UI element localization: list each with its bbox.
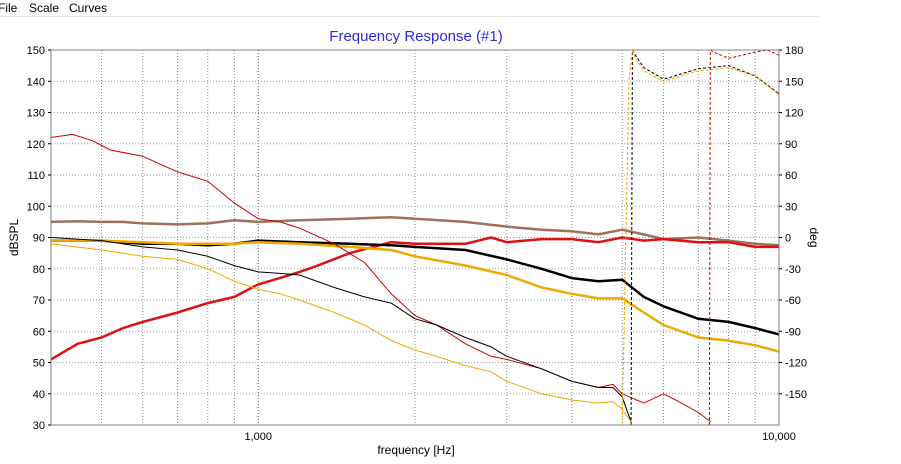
y-axis-label: dBSPL: [7, 218, 21, 256]
y-tick-label: 110: [27, 170, 45, 182]
y2-tick-label: -120: [785, 358, 807, 370]
chart-title: Frequency Response (#1): [329, 28, 502, 45]
y-tick-label: 30: [33, 420, 45, 432]
y2-tick-label: 0: [785, 233, 791, 245]
series-line-3: [51, 239, 780, 353]
series-line-6: [50, 243, 632, 423]
y2-tick-label: -30: [785, 264, 801, 276]
y-tick-label: 120: [27, 139, 45, 151]
y2-axis-label: deg: [807, 227, 821, 247]
y2-tick-label: 90: [785, 139, 797, 151]
x-axis-label: frequency [Hz]: [377, 443, 454, 457]
x-tick-label: 10,000: [762, 431, 796, 443]
y-tick-label: 130: [27, 108, 45, 120]
y-tick-label: 140: [27, 76, 45, 88]
y2-tick-label: 180: [785, 45, 803, 57]
y2-tick-label: 30: [785, 201, 797, 213]
tick-labels: 30 40 50 60 70 80 90 100 110 120 130 140 150 -150 -120…: [27, 45, 807, 443]
x-tick-label: 1,000: [244, 431, 272, 443]
series-line-8: [621, 49, 780, 426]
series-line-1: [50, 236, 779, 361]
y-tick-label: 100: [27, 201, 45, 213]
y2-tick-label: 150: [785, 76, 803, 88]
menu-bar: File Scale Curves: [0, 0, 820, 17]
menu-scale[interactable]: Scale: [29, 1, 60, 15]
series-line-4: [50, 133, 712, 423]
menu-curves[interactable]: Curves: [69, 1, 108, 15]
y-tick-label: 40: [33, 389, 45, 401]
y2-tick-label: -150: [785, 389, 807, 401]
y2-tick-label: -90: [785, 326, 801, 338]
series-line-5: [50, 237, 632, 423]
frequency-response-chart: Frequency Response (#1) 30 40 50 60 70 80 90 10…: [7, 28, 821, 457]
y-tick-label: 80: [33, 264, 45, 276]
y2-tick-label: 120: [785, 108, 803, 120]
y2-tick-label: 60: [785, 170, 797, 182]
grid: [51, 50, 779, 425]
series-layer: [50, 49, 780, 426]
y2-tick-label: -60: [785, 295, 801, 307]
y-tick-label: 50: [33, 358, 45, 370]
y-tick-label: 60: [33, 326, 45, 338]
menu-file[interactable]: File: [0, 1, 18, 15]
y-tick-label: 90: [33, 233, 45, 245]
y-tick-label: 70: [33, 295, 45, 307]
y-tick-label: 150: [27, 45, 45, 57]
